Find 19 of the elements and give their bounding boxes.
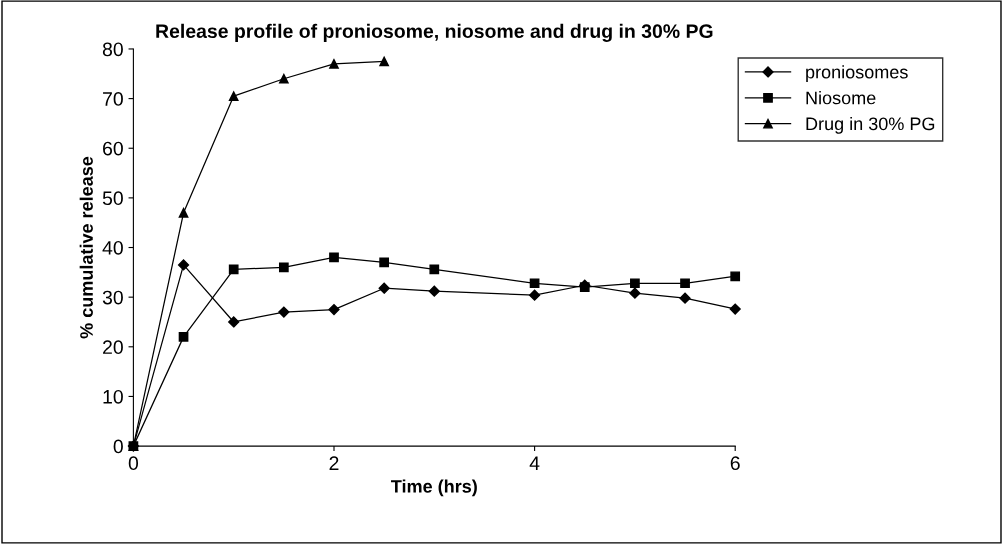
y-tick-label: 40	[102, 240, 123, 255]
legend-label: Drug in 30% PG	[806, 116, 935, 134]
y-tick-label: 50	[102, 191, 123, 206]
y-tick-label: 0	[113, 439, 123, 454]
y-tick-label: 70	[103, 92, 123, 106]
y-tick-label: 80	[102, 42, 123, 57]
y-axis-title: % cumulative release	[79, 156, 93, 339]
y-tick-label: 20	[103, 340, 123, 355]
y-tick-label: 60	[103, 141, 123, 156]
y-tick-label: 10	[103, 389, 123, 404]
x-tick-label: 2	[329, 456, 339, 470]
chart-title: Release profile of proniosome, niosome and drug in 30% PG	[156, 23, 713, 42]
legend-label: Niosome	[806, 91, 876, 105]
x-tick-label: 6	[730, 456, 740, 471]
legend-label: proniosomes	[806, 65, 908, 83]
x-axis-title: Time (hrs)	[391, 479, 477, 497]
y-tick-label: 30	[102, 290, 123, 305]
x-tick-label: 4	[529, 456, 540, 470]
x-tick-label: 0	[128, 456, 139, 471]
